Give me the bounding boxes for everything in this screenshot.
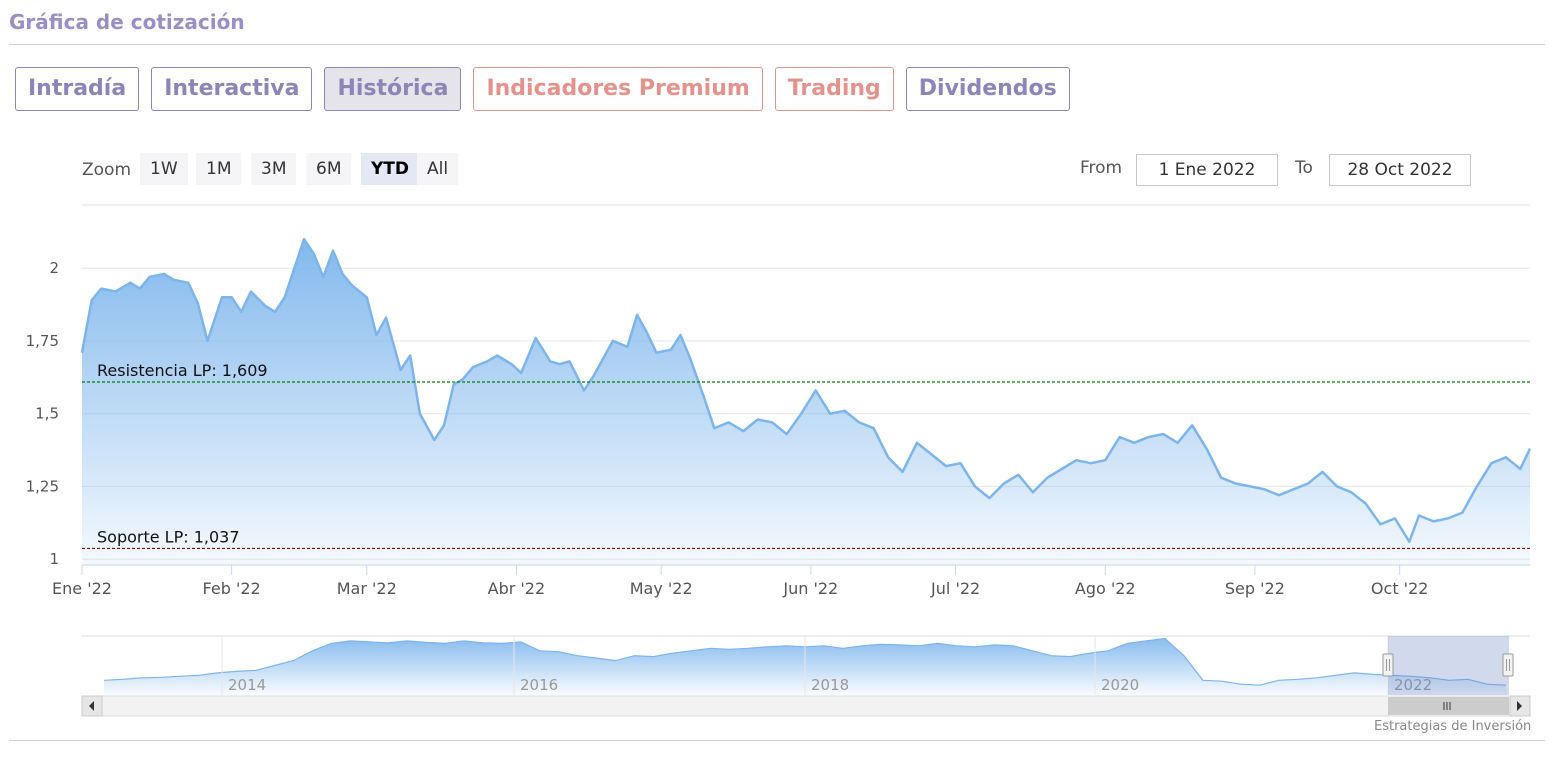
x-tick-label: Jun '22 [782,579,838,598]
scroll-left-arrow-icon [89,701,94,711]
zoom-all-button[interactable]: All [417,153,459,185]
navigator-handle [1382,653,1394,677]
from-label: From [1080,158,1123,178]
to-label: To [1295,158,1313,178]
price-line [80,237,1532,543]
scrollbar-right-button [1509,695,1531,717]
zoom-6m-button[interactable]: 6M [306,153,352,185]
y-tick-label: 1,5 [35,405,59,423]
scrollbar-left-button [81,695,103,717]
x-tick-label: Sep '22 [1225,579,1285,598]
navigator-area [104,638,1506,695]
navigator-year-label: 2016 [520,676,558,694]
price-area [82,239,1530,565]
navigator-year-label: 2018 [811,676,849,694]
navigator-line [103,637,1507,686]
level-label: Soporte LP: 1,037 [97,527,240,546]
scrollbar-thumb [1388,697,1509,715]
chart-tabs: Intradía Interactiva Histórica Indicador… [15,67,1070,111]
tab-dividendos[interactable]: Dividendos [905,67,1070,111]
x-tick-label: Ago '22 [1075,579,1136,598]
x-tick-label: Ene '22 [52,579,112,598]
bottom-divider [9,740,1545,741]
to-date-input[interactable]: 28 Oct 2022 [1329,154,1471,186]
x-tick-label: May '22 [630,579,693,598]
scroll-right-arrow-icon [1517,701,1522,711]
tab-intradia[interactable]: Intradía [15,67,140,111]
y-tick-label: 2 [49,259,59,277]
section-title: Gráfica de cotización [9,10,245,34]
x-tick-label: Feb '22 [203,579,261,598]
navigator-selection [1388,636,1509,695]
level-label: Resistencia LP: 1,609 [97,361,268,380]
zoom-3m-button[interactable]: 3M [251,153,297,185]
x-tick-label: Jul '22 [930,579,980,598]
zoom-label: Zoom [82,160,132,180]
zoom-ytd-button[interactable]: YTD [361,153,420,185]
x-tick-label: Abr '22 [488,579,546,598]
x-tick-label: Mar '22 [337,579,397,598]
y-tick-label: 1 [49,550,59,568]
title-divider [9,44,1545,45]
navigator-handle [1502,653,1514,677]
navigator-year-label: 2014 [228,676,266,694]
chart-credit: Estrategias de Inversión [1374,719,1532,734]
tab-interactiva[interactable]: Interactiva [151,67,313,111]
tab-historica[interactable]: Histórica [324,67,462,111]
zoom-1w-button[interactable]: 1W [140,153,188,185]
scrollbar-track [81,695,1531,717]
from-date-input[interactable]: 1 Ene 2022 [1136,154,1278,186]
y-tick-label: 1,25 [26,477,59,495]
y-tick-label: 1,75 [26,332,59,350]
navigator-year-label: 2020 [1101,676,1139,694]
zoom-1m-button[interactable]: 1M [196,153,242,185]
tab-indicadores-premium[interactable]: Indicadores Premium [473,67,763,111]
navigator-year-label: 2022 [1394,676,1432,694]
x-tick-label: Oct '22 [1371,579,1429,598]
tab-trading[interactable]: Trading [774,67,894,111]
